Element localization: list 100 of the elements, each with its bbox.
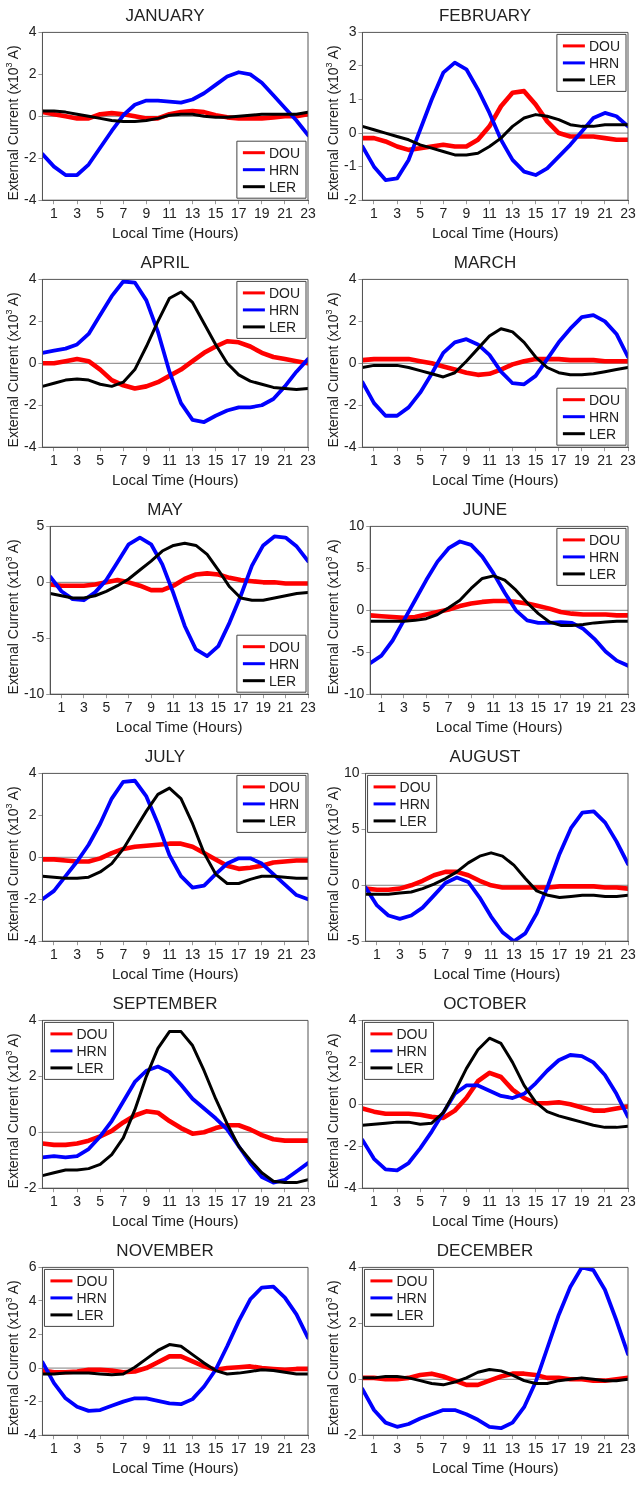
x-tick-label: 11 <box>482 205 497 222</box>
x-tick-label: 3 <box>79 699 88 716</box>
x-tick-label: 1 <box>50 946 59 963</box>
x-tick-label: 5 <box>422 699 431 716</box>
x-tick-label: 5 <box>416 452 425 469</box>
x-axis-title: Local Time (Hours) <box>433 965 561 983</box>
x-tick-label: 11 <box>162 205 177 222</box>
chart-title: JUNE <box>462 499 508 519</box>
x-tick-label: 17 <box>232 699 249 716</box>
legend-label: HRN <box>396 1042 427 1059</box>
y-tick-label: -2 <box>344 1137 357 1154</box>
legend-label: LER <box>268 318 297 335</box>
x-tick-label: 3 <box>393 1193 402 1210</box>
legend-label: HRN <box>588 548 620 565</box>
chart-title: SEPTEMBER <box>112 993 218 1013</box>
chart-title: FEBRUARY <box>438 5 532 25</box>
x-tick-label: 1 <box>370 1440 379 1457</box>
x-tick-label: 11 <box>482 1440 497 1457</box>
x-tick-label: 15 <box>527 205 544 222</box>
legend-label: LER <box>396 1059 424 1076</box>
x-tick-label: 9 <box>147 699 156 716</box>
x-tick-label: 11 <box>162 946 177 963</box>
x-tick-label: 3 <box>73 1440 82 1457</box>
x-tick-label: 3 <box>73 946 82 963</box>
y-tick-label: -2 <box>24 149 37 166</box>
legend-label: HRN <box>588 408 620 425</box>
x-tick-label: 5 <box>96 452 105 469</box>
y-tick-label: 3 <box>348 23 357 40</box>
legend-label: HRN <box>268 161 300 178</box>
x-axis-title: Local Time (Hours) <box>111 224 239 242</box>
legend-label: DOU <box>588 37 621 54</box>
x-tick-label: 11 <box>483 946 499 963</box>
x-tick-label: 3 <box>395 946 404 963</box>
x-tick-label: 11 <box>162 1440 177 1457</box>
y-tick-label: -4 <box>24 1426 37 1443</box>
x-tick-label: 9 <box>462 1193 471 1210</box>
x-axis-title: Local Time (Hours) <box>111 1212 239 1230</box>
x-tick-label: 1 <box>370 205 379 222</box>
x-tick-label: 7 <box>119 1193 128 1210</box>
y-tick-label: 4 <box>28 1291 37 1308</box>
legend-label: DOU <box>76 1272 108 1289</box>
x-tick-label: 3 <box>399 699 408 716</box>
x-tick-label: 23 <box>300 1440 316 1457</box>
x-tick-label: 9 <box>142 1193 151 1210</box>
y-tick-label: 0 <box>28 1358 37 1375</box>
y-tick-label: 1 <box>348 90 357 107</box>
x-tick-label: 13 <box>184 946 201 963</box>
y-tick-label: 4 <box>28 23 37 40</box>
y-tick-label: -5 <box>347 932 360 949</box>
chart-title: APRIL <box>140 252 190 272</box>
x-tick-label: 19 <box>574 205 590 222</box>
x-axis-title: Local Time (Hours) <box>431 471 559 489</box>
x-tick-label: 13 <box>184 1440 201 1457</box>
x-tick-label: 9 <box>142 452 151 469</box>
x-tick-label: 19 <box>575 699 592 716</box>
x-tick-label: 1 <box>57 699 66 716</box>
x-tick-label: 15 <box>528 946 545 963</box>
y-tick-label: 4 <box>28 764 37 781</box>
y-tick-label: -4 <box>24 191 37 208</box>
x-tick-label: 17 <box>552 699 569 716</box>
legend-label: LER <box>76 1306 104 1323</box>
x-tick-label: 23 <box>620 699 636 716</box>
y-tick-label: -2 <box>344 396 357 413</box>
x-axis-title: Local Time (Hours) <box>111 1459 239 1477</box>
x-tick-label: 21 <box>277 205 293 222</box>
x-axis-title: Local Time (Hours) <box>435 718 563 736</box>
x-tick-label: 21 <box>277 699 294 716</box>
legend-label: HRN <box>396 1289 427 1306</box>
x-tick-label: 1 <box>50 452 59 469</box>
y-tick-label: -2 <box>24 1179 37 1196</box>
legend-label: DOU <box>268 638 301 655</box>
x-tick-label: 19 <box>574 1440 590 1457</box>
x-tick-label: 9 <box>462 1440 471 1457</box>
x-tick-label: 19 <box>574 946 591 963</box>
x-tick-label: 7 <box>119 205 128 222</box>
y-tick-label: -4 <box>24 932 37 949</box>
x-tick-label: 7 <box>439 205 448 222</box>
x-tick-label: 11 <box>166 699 181 716</box>
x-tick-label: 23 <box>300 452 316 469</box>
x-tick-label: 15 <box>527 1440 544 1457</box>
x-tick-label: 9 <box>142 946 151 963</box>
x-tick-label: 1 <box>373 946 382 963</box>
x-tick-label: 7 <box>124 699 133 716</box>
x-tick-label: 21 <box>277 1440 293 1457</box>
legend-label: LER <box>396 1306 424 1323</box>
y-tick-label: 0 <box>351 876 360 893</box>
y-tick-label: 0 <box>28 354 37 371</box>
x-tick-label: 21 <box>277 452 293 469</box>
y-tick-label: 0 <box>28 107 37 124</box>
legend-label: HRN <box>268 795 300 812</box>
x-tick-label: 17 <box>551 946 568 963</box>
legend-label: DOU <box>268 778 301 795</box>
x-tick-label: 15 <box>210 699 227 716</box>
x-tick-label: 11 <box>482 1193 497 1210</box>
y-tick-label: 0 <box>28 848 37 865</box>
x-tick-label: 5 <box>96 946 105 963</box>
x-tick-label: 21 <box>597 452 613 469</box>
y-tick-label: 0 <box>28 1123 37 1140</box>
y-tick-label: 0 <box>348 1095 357 1112</box>
x-tick-label: 9 <box>462 205 471 222</box>
